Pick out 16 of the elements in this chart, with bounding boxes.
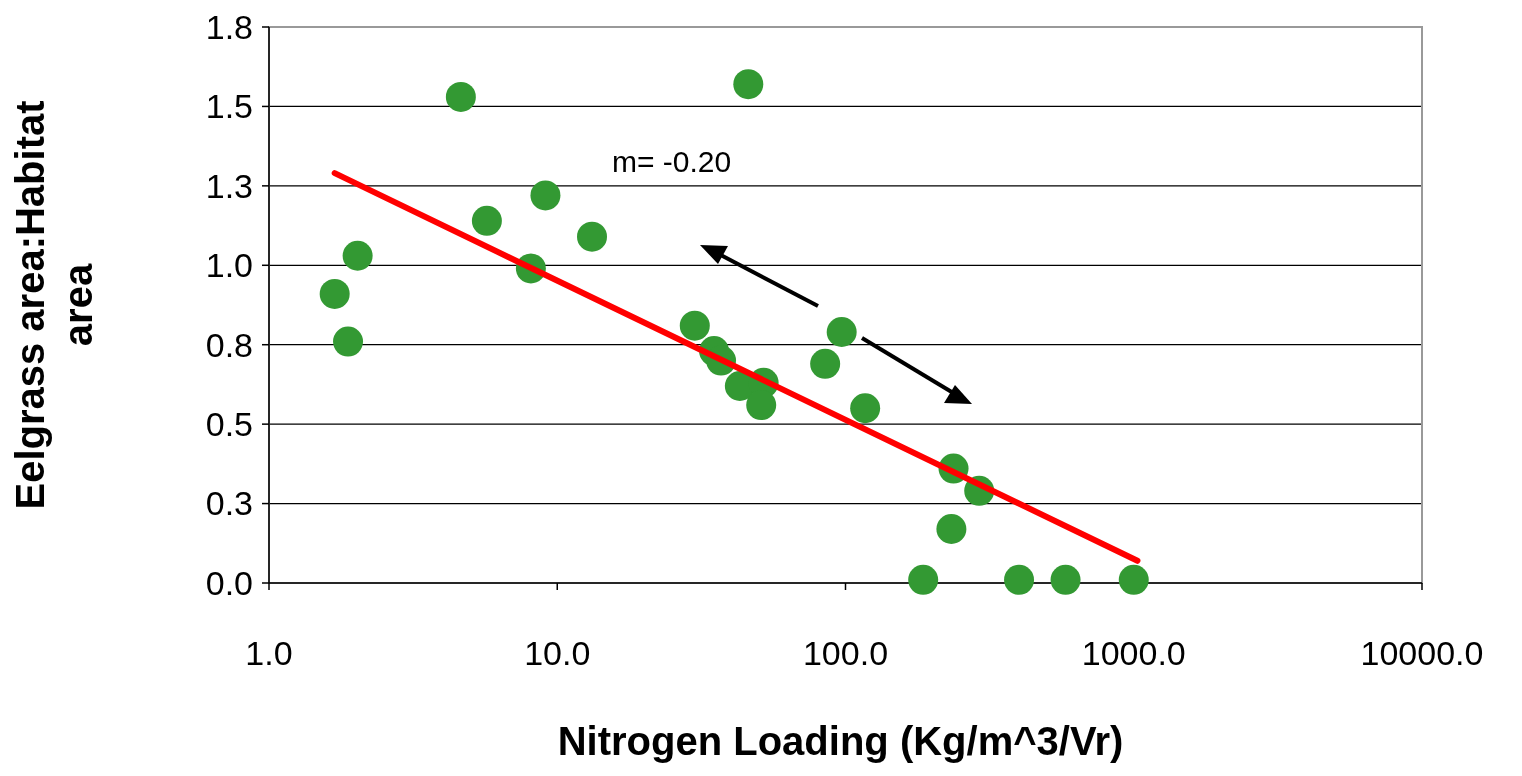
y-tick-label: 0.8 [205,325,253,364]
x-axis-title: Nitrogen Loading (Kg/m^3/Vr) [557,719,1124,763]
y-tick-label: 1.3 [205,166,253,205]
x-tick-label: 1000.0 [1081,634,1186,672]
y-tick-label: 1.8 [205,7,253,46]
x-tick-label: 10000.0 [1360,634,1484,672]
x-tick-label: 1.0 [245,634,293,672]
y-tick-label: 0.0 [205,563,253,602]
y-axis-title: Eelgrass area:Habitat area [8,100,100,510]
x-tick-label: 100.0 [802,634,889,672]
x-tick-label: 10.0 [524,634,591,672]
y-tick-label: 0.3 [205,484,253,523]
y-tick-label: 1.5 [205,87,253,126]
y-tick-label: 1.0 [205,246,253,285]
annotation: m= -0.20 [612,145,732,178]
y-tick-label: 0.5 [205,405,253,444]
